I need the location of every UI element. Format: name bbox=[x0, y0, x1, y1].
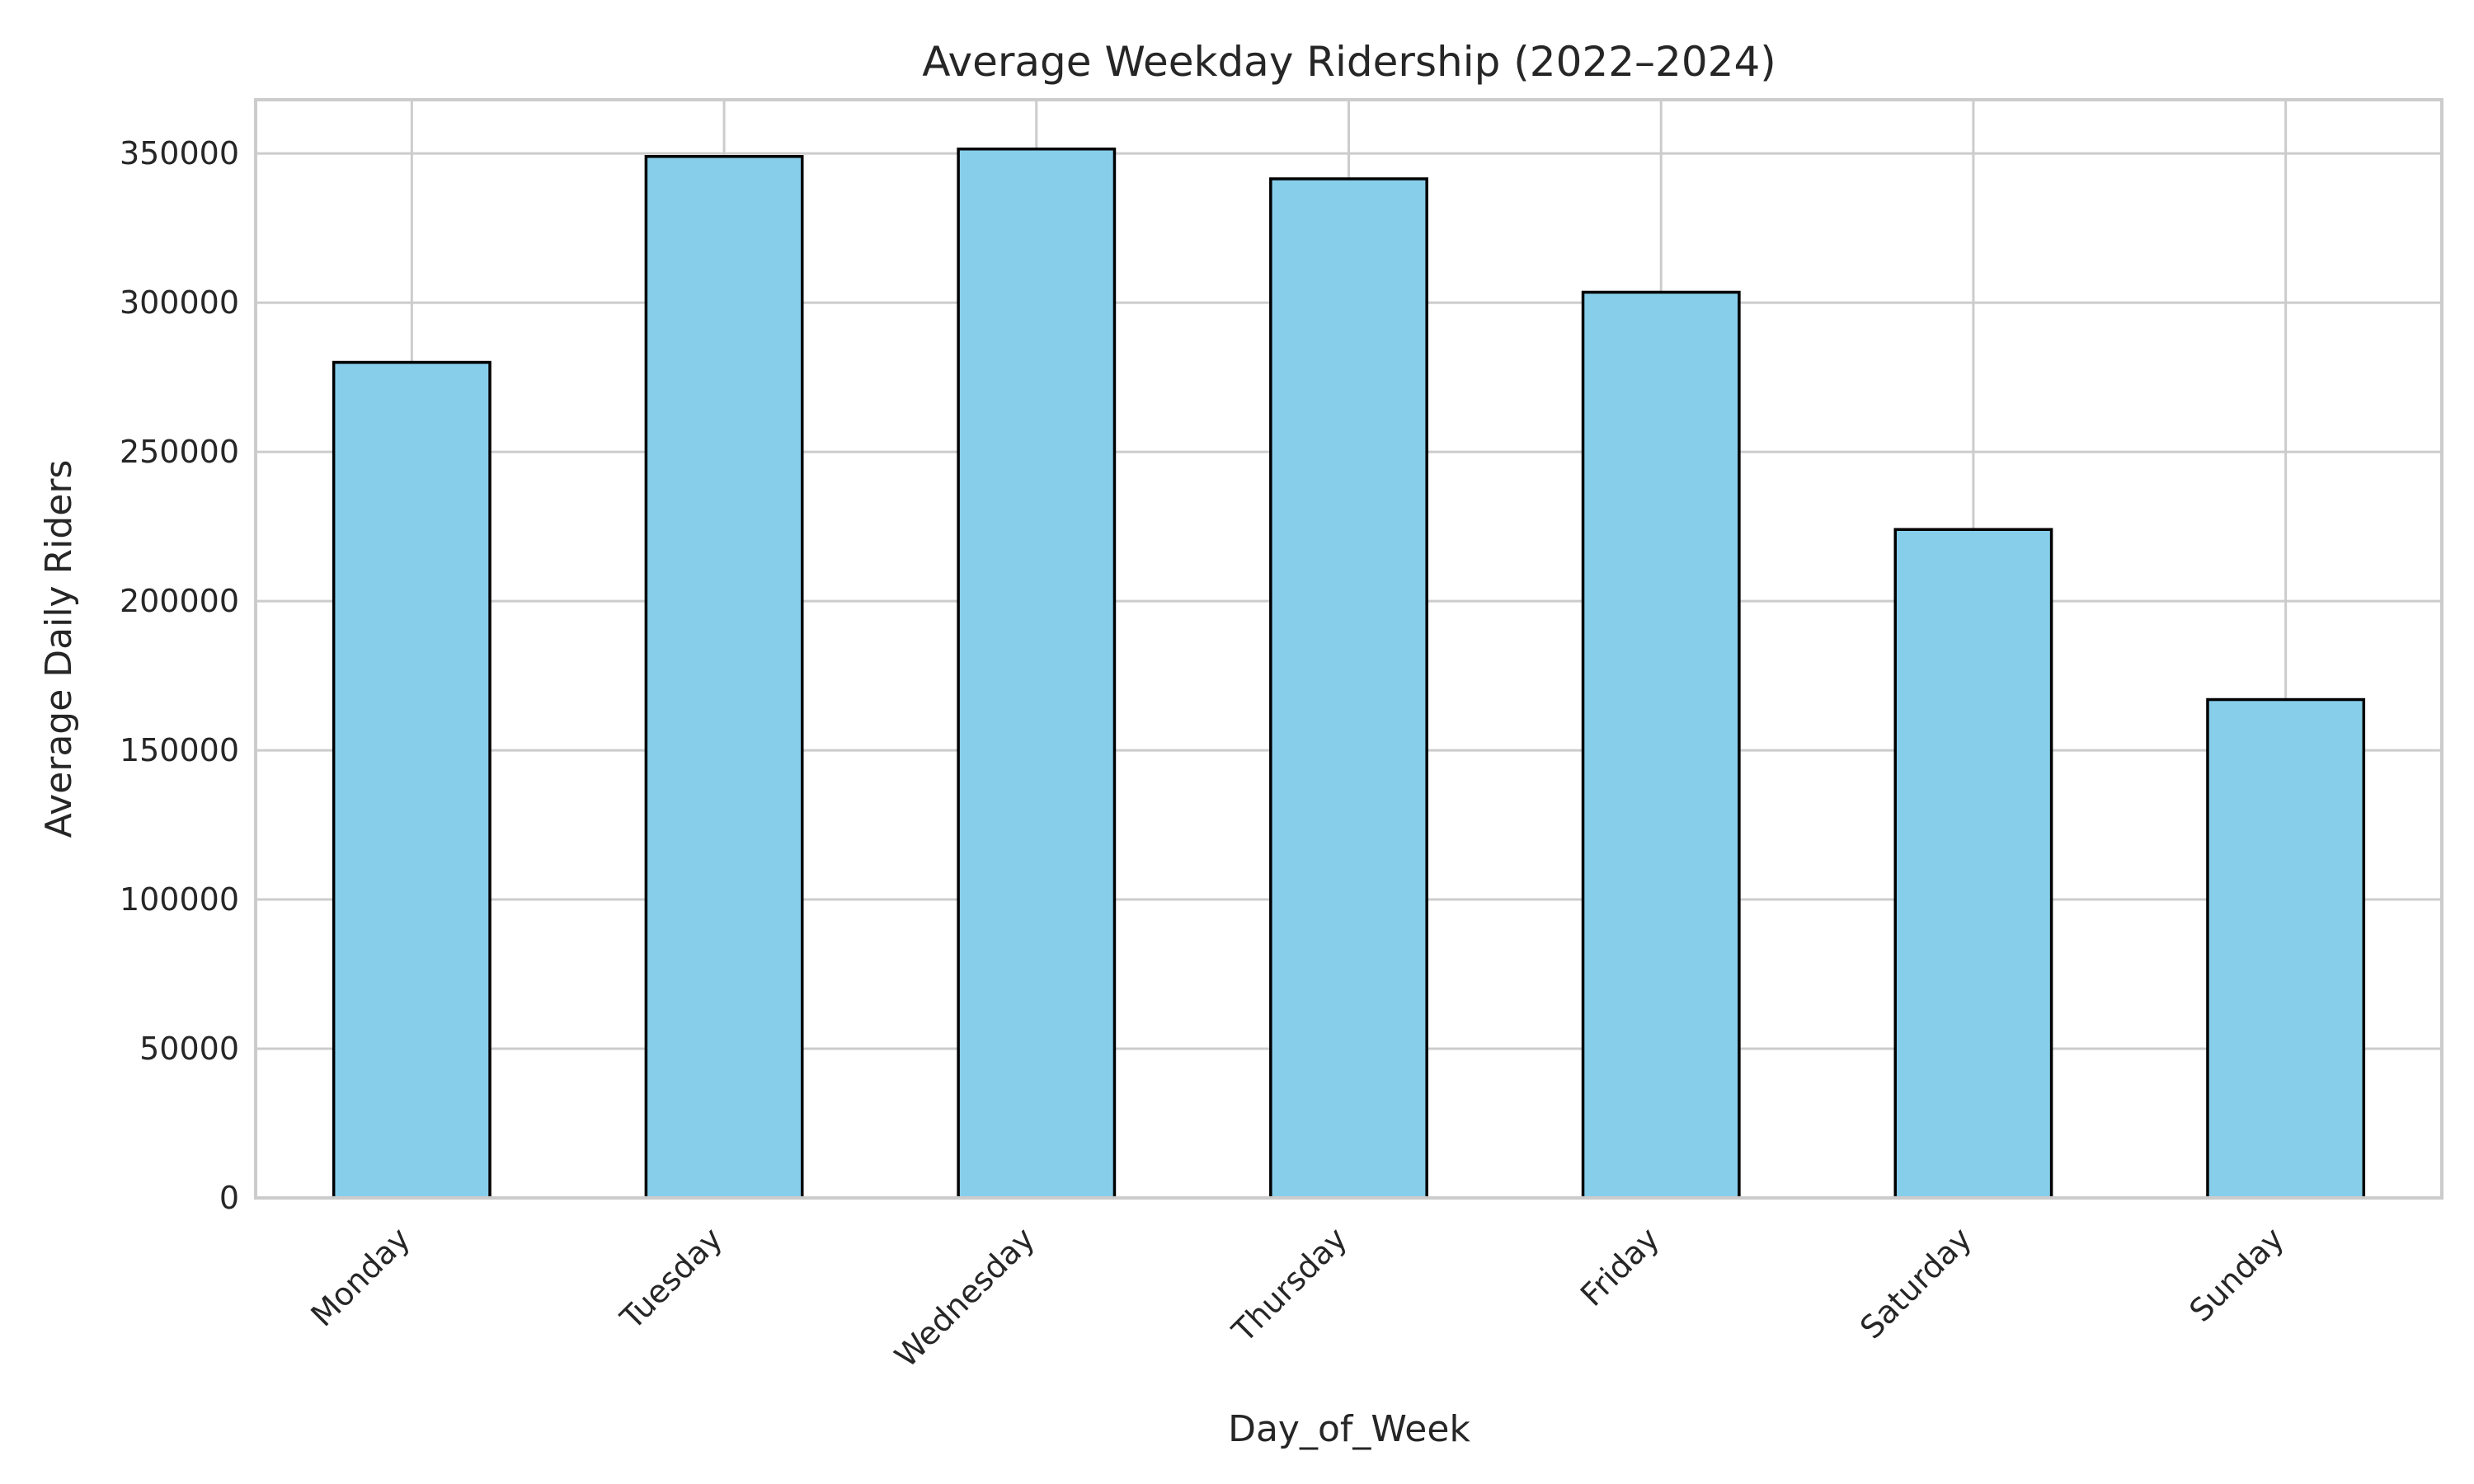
y-tick-label: 350000 bbox=[120, 135, 239, 171]
x-tick-label: Friday bbox=[1573, 1220, 1667, 1313]
y-tick-label: 250000 bbox=[120, 434, 239, 470]
bar-sunday bbox=[2206, 697, 2366, 1200]
chart-title: Average Weekday Ridership (2022–2024) bbox=[922, 38, 1776, 86]
y-axis-label: Average Daily Riders bbox=[38, 460, 80, 838]
y-tick-label: 150000 bbox=[120, 732, 239, 768]
y-axis-ticks: 0 50000 100000 150000 200000 250000 300000 3500… bbox=[120, 135, 239, 1216]
bar-monday bbox=[332, 360, 492, 1200]
bar-friday bbox=[1581, 290, 1741, 1200]
x-tick-label: Monday bbox=[304, 1220, 417, 1333]
x-axis-label: Day_of_Week bbox=[1228, 1408, 1470, 1450]
y-tick-label: 0 bbox=[219, 1180, 239, 1216]
bar-tuesday bbox=[644, 155, 804, 1200]
x-tick-label: Saturday bbox=[1853, 1220, 1978, 1345]
plot-frame bbox=[254, 98, 2443, 1200]
bar-saturday bbox=[1893, 528, 2053, 1200]
x-axis-ticks: Monday Tuesday Wednesday Thursday Friday Satu… bbox=[304, 1220, 2291, 1374]
bars bbox=[332, 147, 2366, 1200]
y-tick-label: 100000 bbox=[120, 881, 239, 918]
y-tick-label: 300000 bbox=[120, 284, 239, 321]
x-tick-label: Thursday bbox=[1225, 1220, 1354, 1350]
x-tick-label: Wednesday bbox=[887, 1220, 1042, 1374]
x-tick-label: Sunday bbox=[2182, 1220, 2291, 1329]
y-tick-label: 50000 bbox=[139, 1031, 239, 1067]
x-tick-label: Tuesday bbox=[613, 1220, 729, 1336]
bar-wednesday bbox=[957, 147, 1117, 1200]
y-tick-label: 200000 bbox=[120, 583, 239, 619]
bar-thursday bbox=[1269, 177, 1428, 1200]
